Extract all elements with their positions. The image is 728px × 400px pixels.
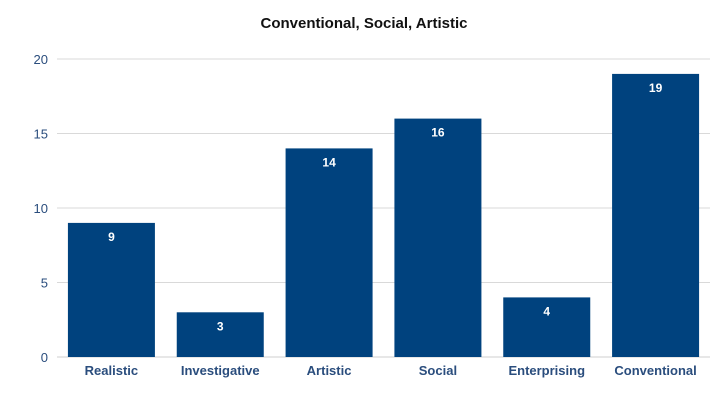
y-axis: 0 5 10 15 20 (34, 52, 48, 365)
gridlines (57, 58, 710, 358)
x-tick-label: Conventional (614, 363, 696, 378)
data-label: 9 (108, 230, 115, 244)
y-tick-label: 0 (41, 350, 48, 365)
data-label: 16 (431, 126, 445, 140)
data-label: 4 (543, 304, 550, 318)
data-label: 3 (217, 319, 224, 333)
y-tick-label: 5 (41, 276, 48, 291)
x-tick-label: Investigative (181, 363, 260, 378)
y-tick-label: 20 (34, 52, 48, 67)
y-tick-label: 15 (34, 127, 48, 142)
bar-artistic (285, 148, 373, 357)
bar-conventional (612, 73, 700, 358)
x-tick-label: Social (419, 363, 457, 378)
bar-realistic (67, 222, 155, 357)
y-tick-label: 10 (34, 201, 48, 216)
data-label: 19 (649, 81, 663, 95)
x-tick-label: Artistic (307, 363, 352, 378)
chart-title: Conventional, Social, Artistic (261, 15, 468, 32)
x-axis: Realistic Investigative Artistic Social Ente… (85, 363, 697, 378)
bar-investigative (176, 312, 264, 357)
x-tick-label: Enterprising (508, 363, 585, 378)
bar-enterprising (503, 297, 591, 357)
data-label: 14 (322, 155, 336, 169)
x-tick-label: Realistic (85, 363, 138, 378)
bar-social (394, 118, 482, 357)
data-labels: 9 3 14 16 4 19 (108, 81, 663, 333)
bars (67, 73, 700, 358)
